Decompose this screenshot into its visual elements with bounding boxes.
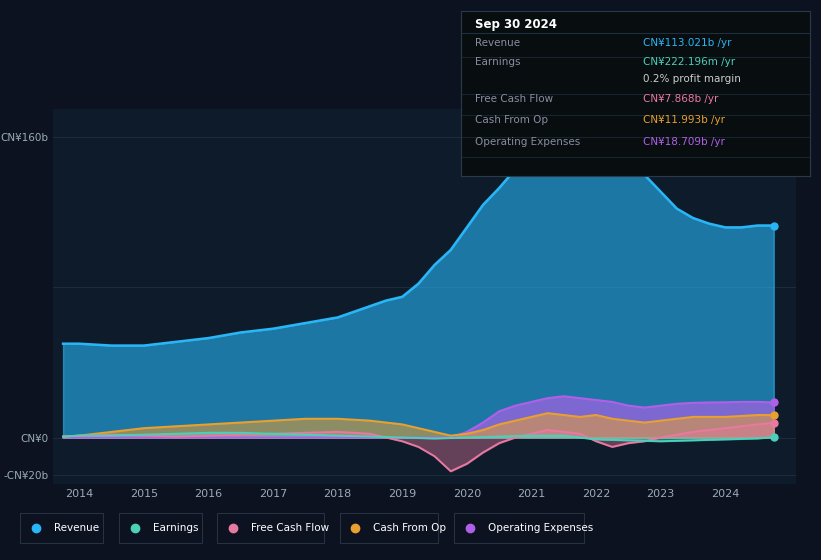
Text: CN¥113.021b /yr: CN¥113.021b /yr: [643, 38, 732, 48]
Text: CN¥11.993b /yr: CN¥11.993b /yr: [643, 115, 725, 125]
Text: Cash From Op: Cash From Op: [475, 115, 548, 125]
Text: 0.2% profit margin: 0.2% profit margin: [643, 74, 741, 84]
Text: Cash From Op: Cash From Op: [374, 523, 447, 533]
Text: Operating Expenses: Operating Expenses: [488, 523, 593, 533]
Text: CN¥18.709b /yr: CN¥18.709b /yr: [643, 137, 725, 147]
Text: Free Cash Flow: Free Cash Flow: [475, 94, 553, 104]
Text: Earnings: Earnings: [475, 58, 521, 67]
Text: Revenue: Revenue: [54, 523, 99, 533]
Text: Revenue: Revenue: [475, 38, 521, 48]
Text: Operating Expenses: Operating Expenses: [475, 137, 580, 147]
Text: CN¥7.868b /yr: CN¥7.868b /yr: [643, 94, 718, 104]
Text: Sep 30 2024: Sep 30 2024: [475, 18, 557, 31]
Text: Free Cash Flow: Free Cash Flow: [251, 523, 329, 533]
Text: CN¥222.196m /yr: CN¥222.196m /yr: [643, 58, 735, 67]
Text: Earnings: Earnings: [153, 523, 199, 533]
